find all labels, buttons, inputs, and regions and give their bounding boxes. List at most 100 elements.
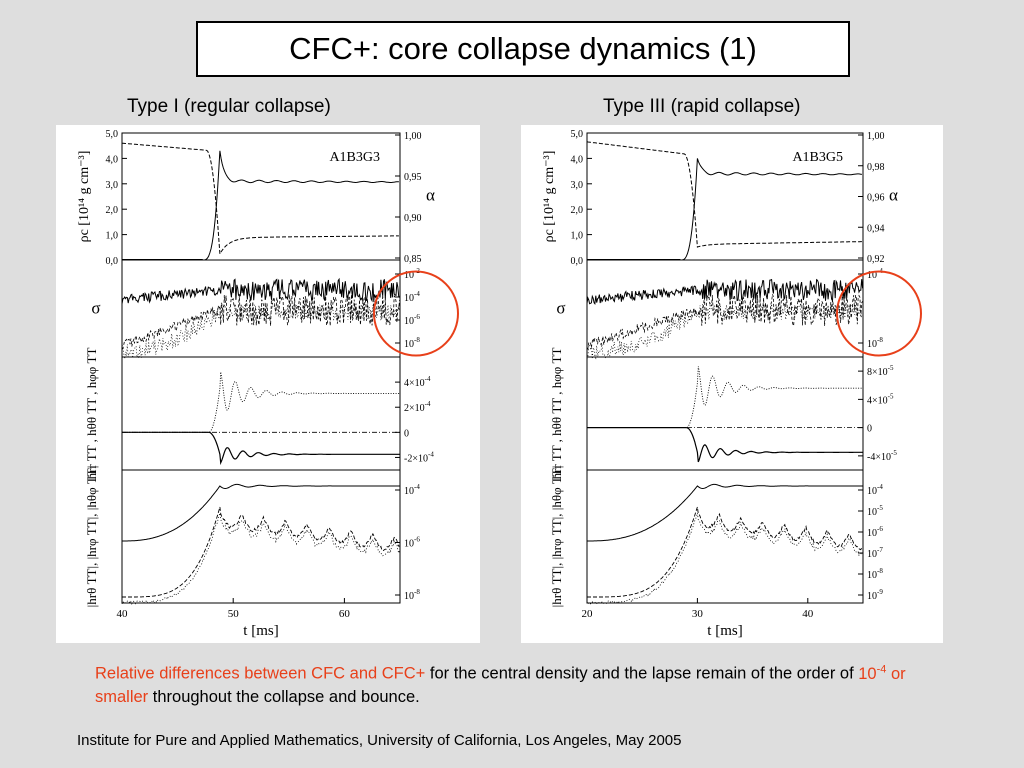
y-tick-label: 1,0 [106,231,119,242]
chart-svg: 40 50 60 t [ms] 0,0 1,0 2,0 3,0 4,0 5,0 0,85 0,90 0,… [77,129,459,639]
series-h-phi [587,366,863,429]
right-tick-label: 0,92 [867,254,885,265]
panel-4 [121,469,401,604]
series-sigma-lapse [121,294,400,350]
right-tick-label: 10-4 [404,290,420,304]
right-tick-label: 10-8 [867,336,883,350]
y-tick-label: 5,0 [571,129,584,140]
x-tick-label: 20 [582,608,594,620]
series-density [122,150,399,261]
y-axis-label-sigma: σ [91,299,100,318]
chart-type-1: 40 50 60 t [ms] 0,0 1,0 2,0 3,0 4,0 5,0 0,85 0,90 0,… [56,125,480,643]
right-tick-label: 10-5 [867,504,883,518]
series-h-thetaphi [121,512,400,605]
series-sigma-density [586,278,864,306]
series-h-rtheta [587,483,863,542]
right-tick-label: 0 [867,424,872,435]
tick-exponent: -4 [414,290,420,298]
y-tick-label: 3,0 [571,180,584,191]
chart-type-3: 20 30 40 t [ms] 0,0 1,0 2,0 3,0 4,0 5,0 0,92 0,94 0,… [521,125,943,643]
caption-text-2: throughout the collapse and bounce. [148,687,420,706]
right-tick-label: 10-6 [404,536,420,550]
series-h-rtheta [122,483,400,542]
tick-exponent: -4 [425,375,431,383]
panel-4 [586,469,864,604]
panel-frame [586,259,864,358]
tick-exponent: -4 [425,400,431,408]
caption-text-1: for the central density and the lapse re… [425,664,859,683]
right-tick-label: 10-6 [867,525,883,539]
tick-exponent: -8 [414,588,420,596]
caption-smaller: or smaller [95,664,906,706]
y-tick-label: 2,0 [106,205,119,216]
y-axis-label-h-diag: hrr TT , hθθ TT , hφφ TT [84,348,99,480]
chart-svg: 20 30 40 t [ms] 0,0 1,0 2,0 3,0 4,0 5,0 0,92 0,94 0,… [542,129,922,639]
right-tick-label: 0,98 [867,162,885,173]
right-tick-label: 0,85 [404,254,422,265]
tick-exponent: -9 [877,588,883,596]
right-tick-label: 10-6 [404,313,420,327]
y-tick-label: 4,0 [571,154,584,165]
right-tick-label: 10-4 [867,483,883,497]
y-tick-label: 4,0 [106,154,119,165]
tick-exponent: -4 [414,483,420,491]
x-tick-label: 40 [802,608,814,620]
right-tick-label: 4×10-5 [867,392,894,406]
tick-exponent: -8 [877,567,883,575]
model-label: A1B3G3 [329,150,380,165]
model-label: A1B3G5 [792,150,843,165]
series-sigma-lapse [586,294,863,351]
right-tick-label: 10-8 [404,588,420,602]
right-tick-label: 0,94 [867,223,885,234]
tick-exponent: -4 [428,450,434,458]
right-tick-label: -4×10-5 [867,449,897,463]
x-tick-label: 40 [117,608,129,620]
tick-exponent: -6 [877,525,883,533]
y-tick-label: 0,0 [571,256,584,267]
tick-exponent: -5 [888,392,894,400]
tick-exponent: -6 [414,313,420,321]
y-tick-label: 3,0 [106,180,119,191]
series-h-phi [122,371,400,433]
caption-power-exp: -4 [876,663,887,675]
y-tick-label: 1,0 [571,231,584,242]
series-lapse [121,142,399,256]
right-tick-label: -2×10-4 [404,450,434,464]
x-axis-label: t [ms] [243,623,278,639]
y-axis-label-h-offdiag: |hrθ TT|, |hrφ TT|, |hθφ TT| [549,466,564,608]
y-tick-label: 0,0 [106,256,119,267]
slide-title: CFC+: core collapse dynamics (1) [196,21,850,77]
tick-exponent: -4 [877,483,883,491]
right-tick-label: 10-2 [404,267,420,281]
panel-2 [586,259,864,358]
y-tick-label: 5,0 [106,129,119,140]
tick-exponent: -7 [877,546,883,554]
right-subtitle: Type III (rapid collapse) [603,96,801,117]
tick-exponent: -5 [888,364,894,372]
panel-frame [586,469,864,604]
tick-exponent: -6 [414,536,420,544]
series-sigma-other [121,303,400,359]
caption-highlight-1: Relative differences between CFC and CFC… [95,664,426,683]
right-tick-label: 1,00 [867,131,885,142]
series-sigma-density [121,277,401,304]
x-tick-label: 50 [228,608,240,620]
right-tick-label: 0 [404,428,409,439]
caption-power-base: 10 [858,664,877,683]
right-tick-label: 10-8 [404,336,420,350]
caption: Relative differences between CFC and CFC… [95,658,925,709]
right-tick-label: 0,90 [404,213,422,224]
y-axis-label-density: ρc [10¹⁴ g cm⁻³] [77,151,92,243]
series-h-rr [122,431,400,466]
y-axis-label-density: ρc [10¹⁴ g cm⁻³] [542,151,557,243]
right-tick-label: 4×10-4 [404,375,431,389]
right-tick-label: 0,96 [867,193,885,204]
series-h-thetaphi [586,512,863,605]
alpha-axis-label: α [426,186,435,205]
series-h-rphi [122,506,400,598]
right-tick-label: 0,95 [404,172,422,183]
highlight-circle [373,270,459,357]
x-tick-label: 30 [692,608,704,620]
panel-frame [121,469,401,604]
right-tick-label: 1,00 [404,131,422,142]
